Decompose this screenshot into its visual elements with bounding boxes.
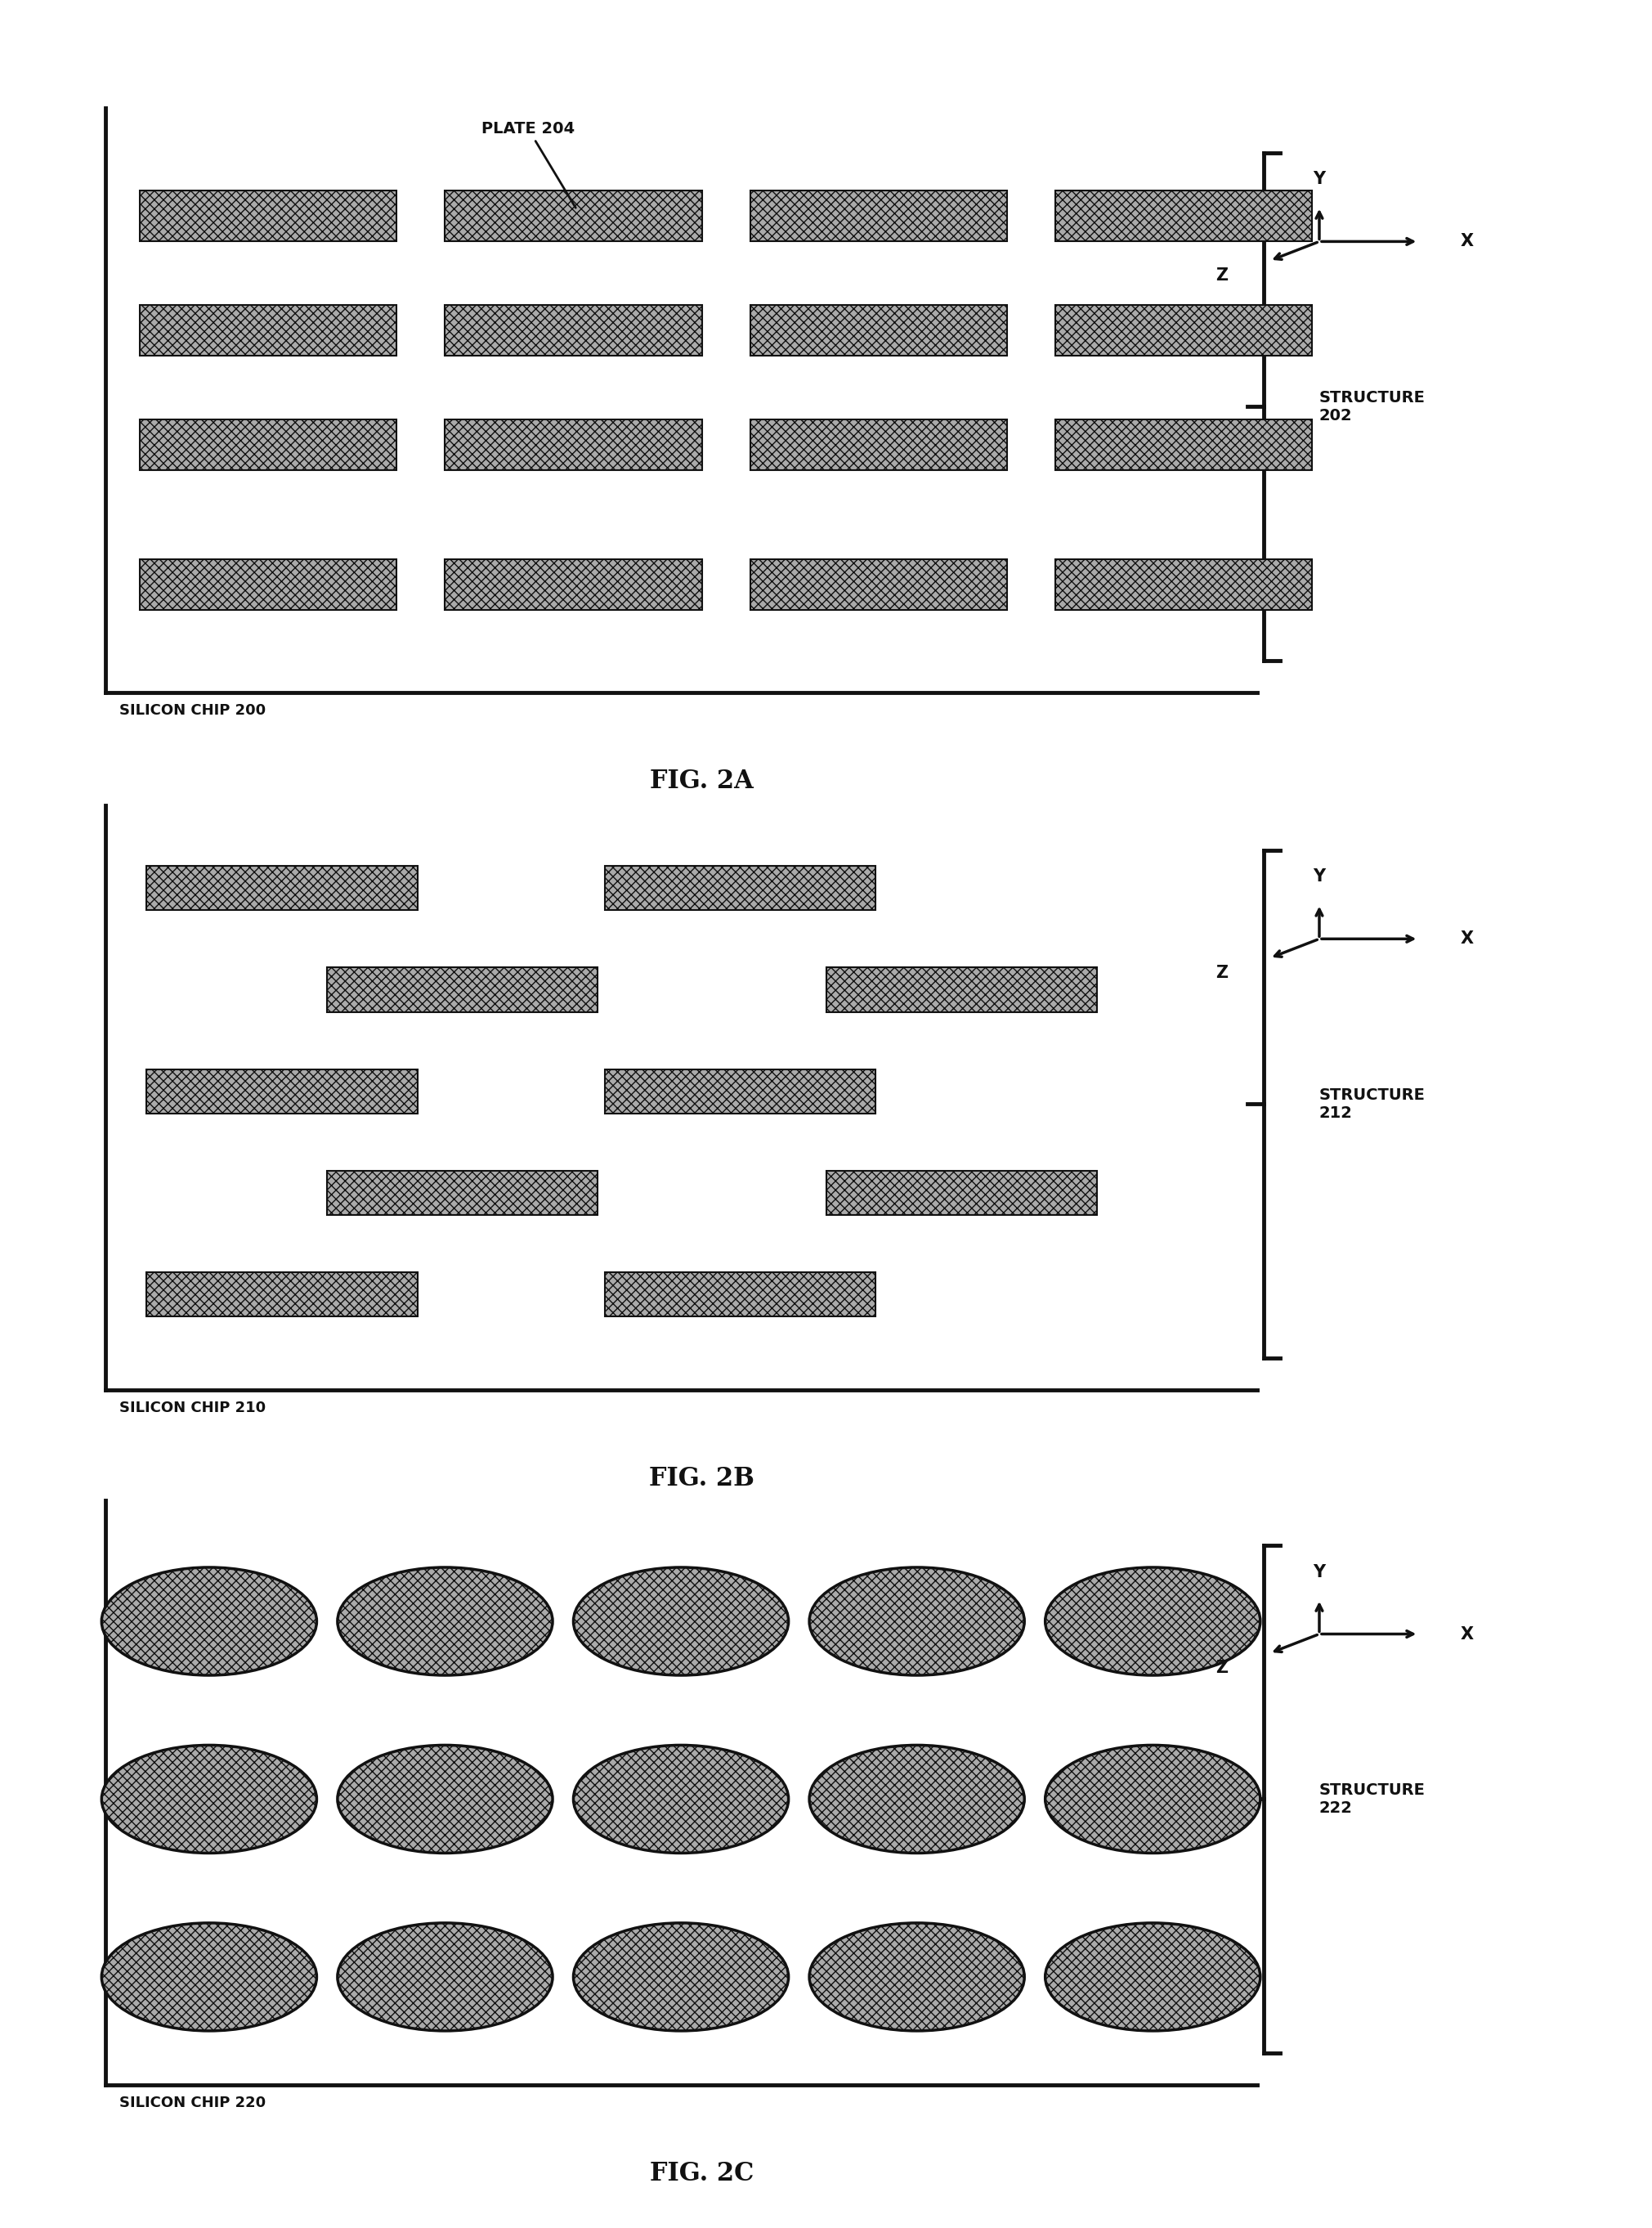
- Bar: [147, 1069, 418, 1114]
- Ellipse shape: [809, 1923, 1024, 2032]
- Text: STRUCTURE
222: STRUCTURE 222: [1320, 1782, 1426, 1816]
- Bar: [750, 419, 1008, 470]
- Bar: [147, 1272, 418, 1317]
- Ellipse shape: [809, 1745, 1024, 1854]
- Text: Z: Z: [1216, 965, 1227, 980]
- Ellipse shape: [1046, 1923, 1260, 2032]
- Bar: [605, 1272, 876, 1317]
- Bar: [1056, 559, 1312, 610]
- Text: STRUCTURE
212: STRUCTURE 212: [1320, 1087, 1426, 1121]
- Ellipse shape: [573, 1745, 788, 1854]
- Bar: [750, 305, 1008, 356]
- Bar: [444, 192, 702, 241]
- Ellipse shape: [809, 1566, 1024, 1675]
- Bar: [750, 192, 1008, 241]
- Text: FIG. 2A: FIG. 2A: [649, 769, 753, 793]
- Text: Z: Z: [1216, 1660, 1227, 1675]
- Text: SILICON CHIP 220: SILICON CHIP 220: [119, 2097, 266, 2110]
- Bar: [140, 559, 396, 610]
- Bar: [444, 419, 702, 470]
- Bar: [605, 1069, 876, 1114]
- Text: STRUCTURE
202: STRUCTURE 202: [1320, 390, 1426, 423]
- Bar: [1056, 305, 1312, 356]
- Text: FIG. 2C: FIG. 2C: [649, 2161, 753, 2186]
- Ellipse shape: [337, 1566, 552, 1675]
- Bar: [444, 559, 702, 610]
- Text: X: X: [1460, 234, 1474, 250]
- Bar: [750, 559, 1008, 610]
- Ellipse shape: [1046, 1566, 1260, 1675]
- Ellipse shape: [102, 1566, 317, 1675]
- Bar: [1056, 419, 1312, 470]
- Bar: [327, 1170, 598, 1214]
- Ellipse shape: [337, 1923, 552, 2032]
- Bar: [327, 967, 598, 1012]
- Bar: [140, 305, 396, 356]
- Text: Z: Z: [1216, 267, 1227, 283]
- Bar: [1056, 192, 1312, 241]
- Bar: [444, 305, 702, 356]
- Text: Y: Y: [1313, 869, 1325, 885]
- Ellipse shape: [573, 1566, 788, 1675]
- Text: FIG. 2B: FIG. 2B: [649, 1466, 755, 1491]
- Bar: [140, 192, 396, 241]
- Text: SILICON CHIP 210: SILICON CHIP 210: [119, 1401, 266, 1415]
- Bar: [147, 867, 418, 911]
- Bar: [826, 967, 1097, 1012]
- Text: Y: Y: [1313, 172, 1325, 187]
- Text: X: X: [1460, 1626, 1474, 1642]
- Text: SILICON CHIP 200: SILICON CHIP 200: [119, 704, 266, 717]
- Text: PLATE 204: PLATE 204: [482, 120, 575, 207]
- Ellipse shape: [102, 1923, 317, 2032]
- Bar: [826, 1170, 1097, 1214]
- Ellipse shape: [573, 1923, 788, 2032]
- Bar: [140, 419, 396, 470]
- Ellipse shape: [1046, 1745, 1260, 1854]
- Bar: [605, 867, 876, 911]
- Text: Y: Y: [1313, 1564, 1325, 1580]
- Text: X: X: [1460, 931, 1474, 947]
- Ellipse shape: [337, 1745, 552, 1854]
- Ellipse shape: [102, 1745, 317, 1854]
